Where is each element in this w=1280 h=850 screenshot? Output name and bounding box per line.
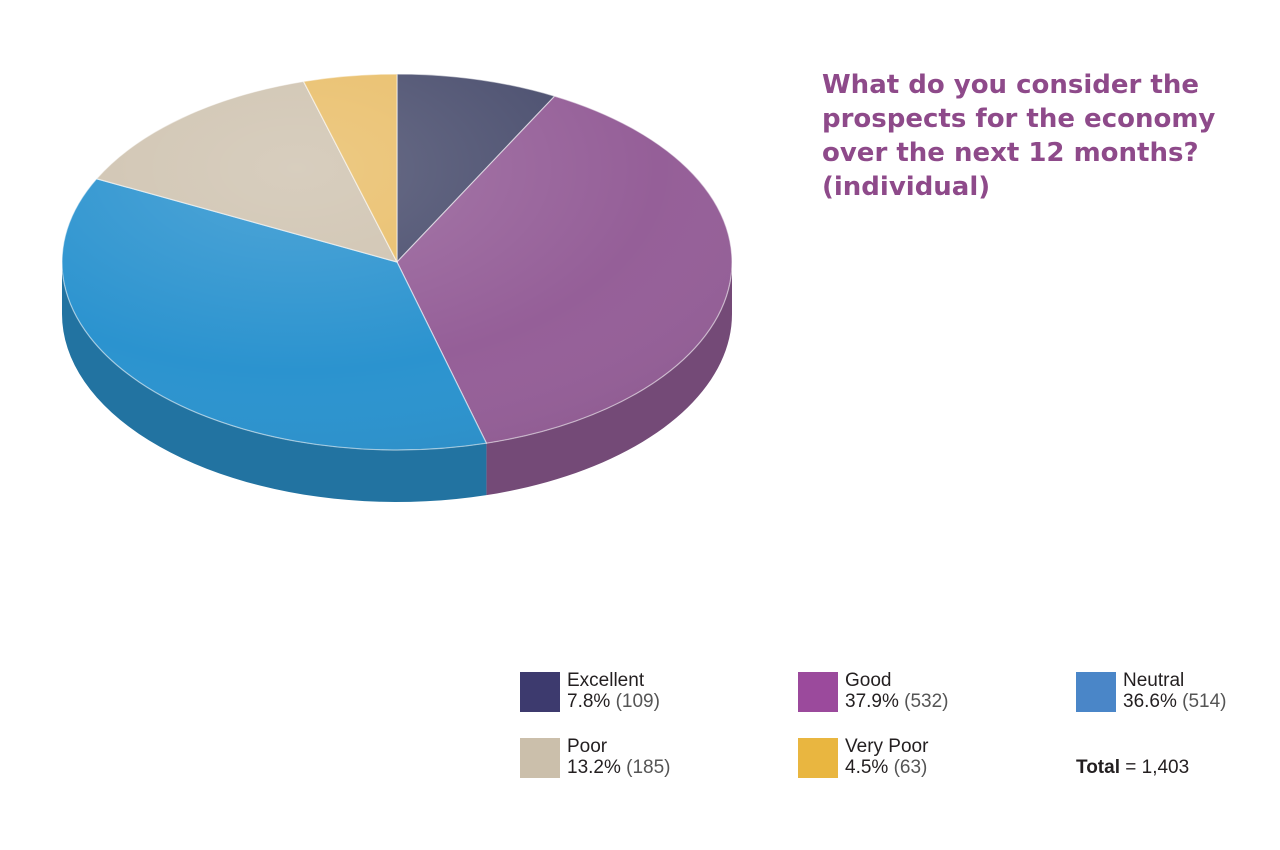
total-label: Total bbox=[1076, 757, 1120, 778]
legend-swatch-good bbox=[798, 672, 838, 712]
legend-count-very-poor: (63) bbox=[893, 757, 928, 778]
legend-label-very-poor: Very Poor bbox=[845, 736, 929, 757]
legend-label-excellent: Excellent bbox=[567, 670, 645, 691]
pie-sides bbox=[62, 262, 732, 502]
total-value: = 1,403 bbox=[1125, 757, 1190, 778]
legend-item-poor: Poor 13.2% (185) bbox=[520, 736, 671, 778]
legend-item-very-poor: Very Poor 4.5% (63) bbox=[798, 736, 928, 778]
legend-item-good: Good 37.9% (532) bbox=[798, 670, 949, 712]
chart-title: What do you consider the prospects for t… bbox=[822, 70, 1216, 202]
pie-side-good bbox=[486, 262, 732, 496]
pie-gloss bbox=[62, 74, 732, 450]
legend-label-neutral: Neutral bbox=[1123, 670, 1185, 691]
total-count: Total = 1,403 bbox=[1076, 757, 1189, 779]
legend-swatch-excellent bbox=[520, 672, 560, 712]
legend-percent-very-poor: 4.5% bbox=[845, 757, 889, 778]
pie-side-neutral bbox=[62, 262, 487, 502]
legend-percent-good: 37.9% bbox=[845, 691, 899, 712]
legend-swatch-neutral bbox=[1076, 672, 1116, 712]
legend-percent-poor: 13.2% bbox=[567, 757, 621, 778]
legend-percent-excellent: 7.8% bbox=[567, 691, 611, 712]
legend-swatch-poor bbox=[520, 738, 560, 778]
legend-swatch-very-poor bbox=[798, 738, 838, 778]
legend-label-good: Good bbox=[845, 670, 892, 691]
legend-count-good: (532) bbox=[904, 691, 949, 712]
legend-count-excellent: (109) bbox=[615, 691, 660, 712]
legend-label-poor: Poor bbox=[567, 736, 608, 757]
legend-count-neutral: (514) bbox=[1182, 691, 1227, 712]
legend-count-poor: (185) bbox=[626, 757, 671, 778]
pie-tops bbox=[61, 73, 733, 451]
legend-item-excellent: Excellent 7.8% (109) bbox=[520, 670, 660, 712]
legend-item-neutral: Neutral 36.6% (514) bbox=[1076, 670, 1227, 712]
legend-percent-neutral: 36.6% bbox=[1123, 691, 1177, 712]
